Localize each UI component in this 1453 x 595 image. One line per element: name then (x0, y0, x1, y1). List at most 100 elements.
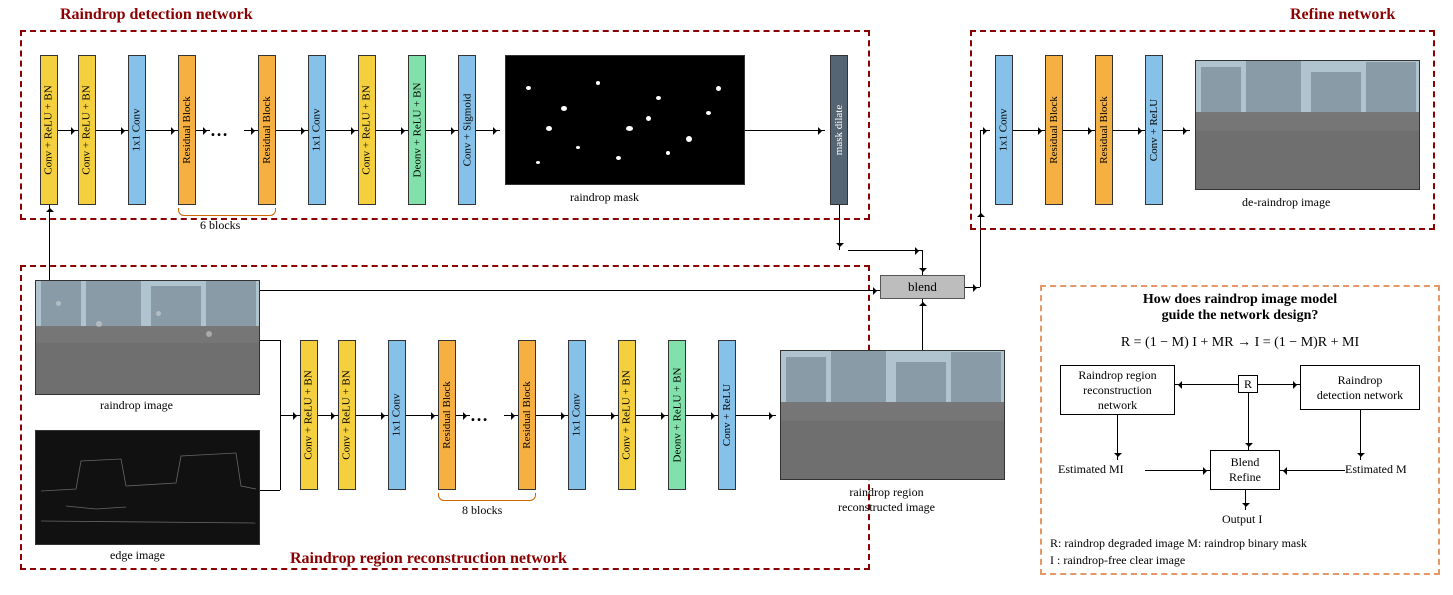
explain-box (1040, 285, 1440, 575)
blend-box: blend (880, 275, 965, 299)
ref-conv-relu: Conv + ReLU (1145, 55, 1163, 205)
layer-label: 1x1 Conv (311, 108, 323, 151)
arrow (318, 415, 338, 416)
layer-label: Conv + ReLU (721, 384, 733, 446)
arrow (1117, 415, 1118, 460)
blend-label: blend (908, 279, 937, 295)
arrow (922, 250, 923, 275)
deraindrop-caption: de-raindrop image (1242, 195, 1330, 210)
arrow (1113, 130, 1145, 131)
arrow (49, 205, 50, 280)
arrow (96, 130, 128, 131)
det-conv-sigmoid: Conv + Sigmoid (458, 55, 476, 205)
reconstruction-title: Raindrop region reconstruction network (290, 550, 567, 568)
layer-label: Residual Block (521, 381, 533, 449)
det-dots: … (210, 120, 230, 141)
layer-label: Residual Block (181, 96, 193, 164)
arrow (1258, 384, 1300, 385)
ref-1x1-conv: 1x1 Conv (995, 55, 1013, 205)
det-conv-relu-bn-3: Conv + ReLU + BN (358, 55, 376, 205)
layer-label: Conv + ReLU + BN (303, 370, 315, 459)
rec-residual-1: Residual Block (438, 340, 456, 490)
layer-label: 1x1 Conv (571, 393, 583, 436)
mini-output: Output I (1222, 512, 1262, 527)
formula-lhs: R = (1 − M) I + MR (1121, 335, 1234, 350)
arrow (536, 415, 568, 416)
deraindrop-image (1195, 60, 1420, 190)
arrow (686, 415, 718, 416)
reconstructed-image (780, 350, 1005, 480)
layer-label: Residual Block (1098, 96, 1110, 164)
det-conv-relu-bn-2: Conv + ReLU + BN (78, 55, 96, 205)
layer-label: Deonv + ReLU + BN (671, 368, 683, 463)
explain-title: How does raindrop image model guide the … (1040, 292, 1440, 324)
arrow (1013, 130, 1045, 131)
layer-label: 1x1 Conv (391, 393, 403, 436)
rec-conv-relu-bn-2: Conv + ReLU + BN (338, 340, 356, 490)
arrow (745, 130, 825, 131)
arrow (1175, 384, 1238, 385)
det-1x1-conv-2: 1x1 Conv (308, 55, 326, 205)
mask-dilate: mask dilate (830, 55, 848, 205)
layer-label: Conv + Sigmoid (461, 94, 473, 167)
det-1x1-conv-1: 1x1 Conv (128, 55, 146, 205)
arrow (58, 130, 78, 131)
arrow (504, 415, 518, 416)
arrow (736, 415, 776, 416)
det-brace (178, 208, 276, 216)
raindrop-image-caption: raindrop image (100, 398, 173, 413)
layer-label: Conv + ReLU + BN (621, 370, 633, 459)
arrow (1280, 470, 1345, 471)
ref-residual-2: Residual Block (1095, 55, 1113, 205)
layer-label: Conv + ReLU + BN (341, 370, 353, 459)
layer-label: Conv + ReLU + BN (81, 85, 93, 174)
mini-est-m: Estimated M (1345, 462, 1407, 477)
arrow (280, 415, 300, 416)
rec-1x1-conv-2: 1x1 Conv (568, 340, 586, 490)
formula-rhs: I = (1 − M)R + MI (1255, 335, 1360, 350)
legend-2: I : raindrop-free clear image (1050, 553, 1185, 568)
rec-conv-relu-bn-1: Conv + ReLU + BN (300, 340, 318, 490)
layer-label: Conv + ReLU (1148, 99, 1160, 161)
layer-label: 1x1 Conv (998, 108, 1010, 151)
mini-r-label: R (1238, 375, 1258, 393)
layer-label: Residual Block (1048, 96, 1060, 164)
connector (848, 250, 922, 251)
arrow (456, 415, 470, 416)
layer-label: 1x1 Conv (131, 108, 143, 151)
arrow (356, 415, 388, 416)
connector (260, 490, 280, 491)
rec-residual-n: Residual Block (518, 340, 536, 490)
rec-brace (438, 493, 536, 501)
arrow (1245, 490, 1246, 510)
layer-label: mask dilate (833, 105, 845, 155)
arrow (196, 130, 210, 131)
connector (965, 287, 980, 288)
raindrop-mask-caption: raindrop mask (570, 190, 639, 205)
arrow (276, 130, 308, 131)
arrow (839, 205, 840, 250)
arrow (636, 415, 668, 416)
mini-detect-box: Raindrop detection network (1300, 365, 1420, 410)
det-brace-label: 6 blocks (200, 218, 240, 233)
rec-conv-relu-bn-3: Conv + ReLU + BN (618, 340, 636, 490)
arrow (586, 415, 618, 416)
arrow (426, 130, 458, 131)
reconstructed-caption: raindrop region reconstructed image (838, 485, 935, 515)
arrow (406, 415, 438, 416)
layer-label: Deonv + ReLU + BN (411, 83, 423, 178)
arrow (244, 130, 258, 131)
refine-title: Refine network (1290, 6, 1395, 24)
legend-1: R: raindrop degraded image M: raindrop b… (1050, 536, 1307, 551)
arrow (1163, 130, 1190, 131)
mini-recon-box: Raindrop region reconstruction network (1060, 365, 1175, 415)
layer-label: Conv + ReLU + BN (361, 85, 373, 174)
det-residual-1: Residual Block (178, 55, 196, 205)
det-conv-relu-bn-1: Conv + ReLU + BN (40, 55, 58, 205)
mini-blend-box: Blend Refine (1210, 450, 1280, 490)
arrow (476, 130, 500, 131)
connector (260, 340, 280, 341)
detection-title: Raindrop detection network (60, 6, 253, 24)
edge-image-caption: edge image (110, 548, 165, 563)
raindrop-mask-image (505, 55, 745, 185)
